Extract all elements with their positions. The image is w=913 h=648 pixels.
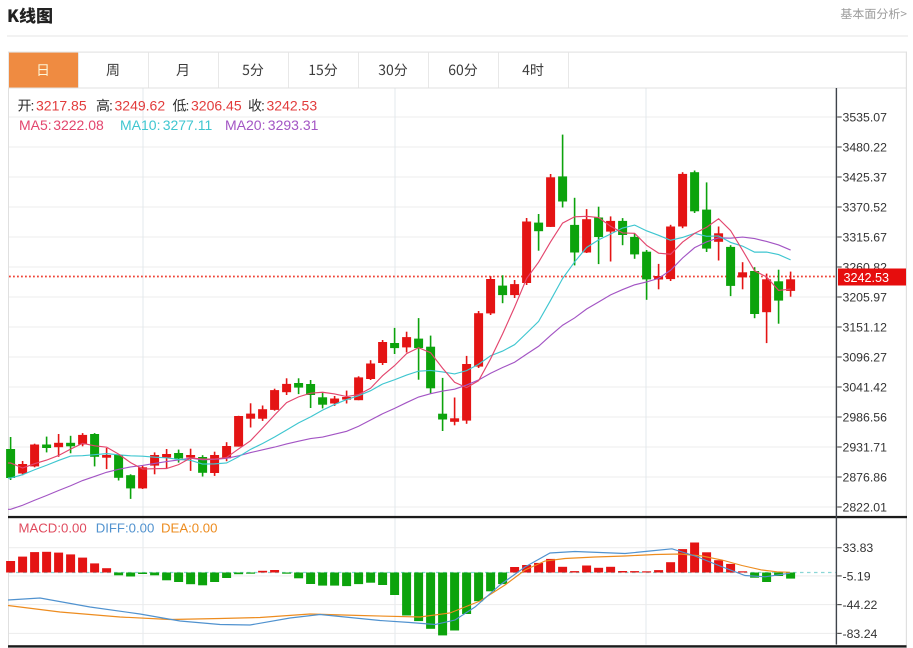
svg-text:MACD:0.00: MACD:0.00 xyxy=(19,520,87,535)
svg-text:MA5:: MA5: xyxy=(19,117,52,133)
svg-text:-83.24: -83.24 xyxy=(843,627,878,641)
svg-text:DEA:0.00: DEA:0.00 xyxy=(161,520,217,535)
svg-text:3096.27: 3096.27 xyxy=(843,350,888,364)
svg-text::: : xyxy=(186,98,190,114)
svg-text:3206.45: 3206.45 xyxy=(191,98,242,114)
svg-text:2931.71: 2931.71 xyxy=(843,440,888,454)
svg-text:3370.52: 3370.52 xyxy=(843,200,888,214)
svg-text:2822.01: 2822.01 xyxy=(843,500,888,514)
svg-text::: : xyxy=(261,98,265,114)
svg-text:DIFF:0.00: DIFF:0.00 xyxy=(96,520,155,535)
svg-text:3535.07: 3535.07 xyxy=(843,110,888,124)
svg-text::: : xyxy=(109,98,113,114)
svg-text:3249.62: 3249.62 xyxy=(115,98,166,114)
svg-text:3425.37: 3425.37 xyxy=(843,170,888,184)
svg-text:3315.67: 3315.67 xyxy=(843,230,888,244)
svg-text:2876.86: 2876.86 xyxy=(843,470,888,484)
svg-text:MA10:: MA10: xyxy=(120,117,160,133)
svg-text:3293.31: 3293.31 xyxy=(268,117,319,133)
svg-text:3277.11: 3277.11 xyxy=(163,117,213,133)
svg-text:-44.22: -44.22 xyxy=(843,598,878,612)
svg-text:3041.42: 3041.42 xyxy=(843,380,888,394)
svg-text:33.83: 33.83 xyxy=(843,541,874,555)
svg-text:3205.97: 3205.97 xyxy=(843,290,888,304)
svg-text:3242.53: 3242.53 xyxy=(844,271,890,285)
svg-text:MA20:: MA20: xyxy=(225,117,265,133)
svg-text:3242.53: 3242.53 xyxy=(267,98,318,114)
svg-text:3151.12: 3151.12 xyxy=(843,320,888,334)
svg-text:3217.85: 3217.85 xyxy=(36,98,87,114)
svg-text:2986.56: 2986.56 xyxy=(843,410,888,424)
svg-text::: : xyxy=(31,98,35,114)
svg-text:3480.22: 3480.22 xyxy=(843,140,888,154)
svg-text:3222.08: 3222.08 xyxy=(53,117,104,133)
svg-text:-5.19: -5.19 xyxy=(843,569,871,583)
